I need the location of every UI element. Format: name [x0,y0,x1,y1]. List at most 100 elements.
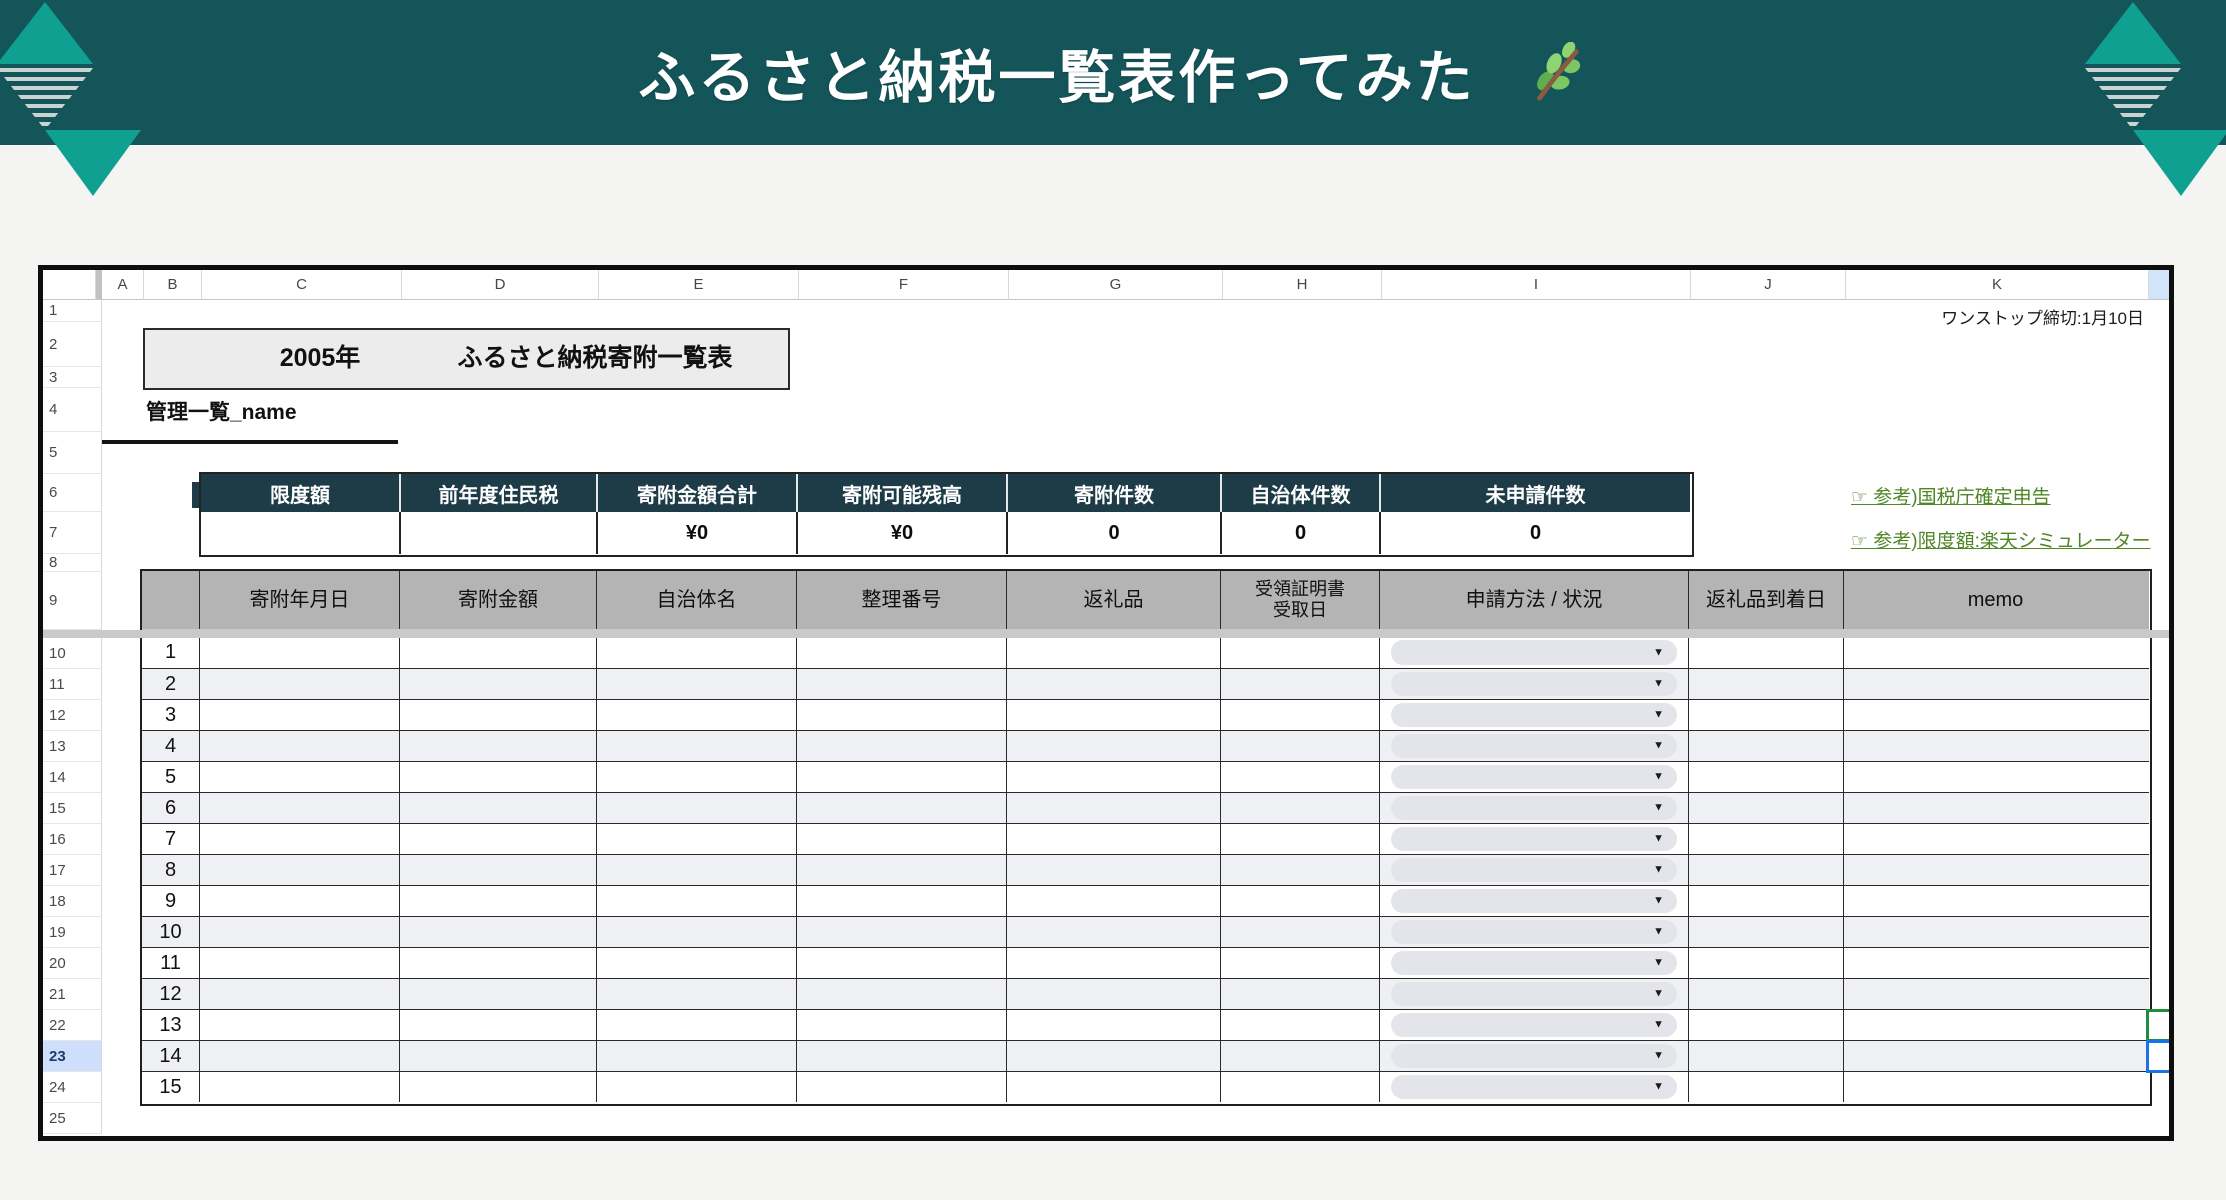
data-cell[interactable] [1221,700,1380,730]
data-cell[interactable] [797,886,1007,916]
sheet-title-cell[interactable]: 2005年 ふるさと納税寄附一覧表 [143,328,790,390]
data-cell[interactable] [597,1041,797,1071]
data-cell[interactable] [400,762,597,792]
row-header-14[interactable]: 14 [43,762,102,793]
row-header-23[interactable]: 23 [43,1041,102,1072]
data-cell[interactable] [1221,1072,1380,1102]
data-cell[interactable] [597,917,797,947]
data-cell[interactable] [1844,1072,2147,1102]
data-cell[interactable] [200,1072,400,1102]
data-cell[interactable]: ▼ [1380,824,1689,854]
column-header-D[interactable]: D [402,270,599,300]
data-cell[interactable] [1007,731,1221,761]
row-index-cell[interactable]: 11 [142,948,200,978]
status-dropdown[interactable]: ▼ [1391,889,1677,913]
data-cell[interactable] [1844,669,2147,699]
data-cell[interactable] [1007,1041,1221,1071]
data-cell[interactable] [1689,917,1844,947]
data-cell[interactable] [1221,731,1380,761]
column-header-G[interactable]: G [1009,270,1223,300]
summary-value-cell[interactable]: 0 [1008,512,1222,554]
table-column-header[interactable] [142,571,200,629]
data-cell[interactable] [597,669,797,699]
row-header-20[interactable]: 20 [43,948,102,979]
link-nta-tax-return[interactable]: ☞ 参考)国税庁確定申告 [1851,487,2051,508]
data-cell[interactable] [400,700,597,730]
data-cell[interactable] [200,762,400,792]
status-dropdown[interactable]: ▼ [1391,982,1677,1006]
data-cell[interactable] [1844,700,2147,730]
summary-value-cell[interactable] [201,512,401,554]
data-cell[interactable] [200,731,400,761]
column-header-A[interactable]: A [102,270,144,300]
status-dropdown[interactable]: ▼ [1391,672,1677,696]
summary-value-cell[interactable]: 0 [1222,512,1381,554]
data-cell[interactable] [1007,1072,1221,1102]
data-cell[interactable] [1221,1041,1380,1071]
data-cell[interactable] [200,1010,400,1040]
data-cell[interactable] [200,824,400,854]
table-column-header[interactable]: 受領証明書 受取日 [1221,571,1380,629]
data-cell[interactable] [1689,1041,1844,1071]
data-cell[interactable] [797,793,1007,823]
data-cell[interactable] [797,824,1007,854]
summary-value-cell[interactable] [401,512,598,554]
table-column-header[interactable]: 返礼品 [1007,571,1221,629]
row-header-1[interactable]: 1 [43,300,102,322]
data-cell[interactable] [400,824,597,854]
column-header-E[interactable]: E [599,270,799,300]
data-cell[interactable] [1689,669,1844,699]
data-cell[interactable] [200,1041,400,1071]
data-cell[interactable] [1221,824,1380,854]
data-cell[interactable] [1221,637,1380,668]
data-cell[interactable] [1007,824,1221,854]
data-cell[interactable] [1221,669,1380,699]
data-cell[interactable] [1689,1072,1844,1102]
row-header-2[interactable]: 2 [43,322,102,367]
row-header-17[interactable]: 17 [43,855,102,886]
data-cell[interactable] [797,731,1007,761]
row-index-cell[interactable]: 9 [142,886,200,916]
data-cell[interactable]: ▼ [1380,637,1689,668]
data-cell[interactable] [1844,979,2147,1009]
data-cell[interactable] [200,637,400,668]
data-cell[interactable] [400,917,597,947]
data-cell[interactable] [1689,979,1844,1009]
summary-value-cell[interactable]: 0 [1381,512,1690,554]
data-cell[interactable] [797,700,1007,730]
table-column-header[interactable]: 申請方法 / 状況 [1380,571,1689,629]
status-dropdown[interactable]: ▼ [1391,827,1677,851]
row-header-8[interactable]: 8 [43,554,102,572]
row-header-22[interactable]: 22 [43,1010,102,1041]
data-cell[interactable]: ▼ [1380,886,1689,916]
table-column-header[interactable]: 寄附金額 [400,571,597,629]
data-cell[interactable]: ▼ [1380,1072,1689,1102]
data-cell[interactable] [1007,886,1221,916]
data-cell[interactable] [1007,948,1221,978]
status-dropdown[interactable]: ▼ [1391,920,1677,944]
column-header-K[interactable]: K [1846,270,2149,300]
table-column-header[interactable]: 整理番号 [797,571,1007,629]
data-cell[interactable] [797,1041,1007,1071]
link-rakuten-simulator[interactable]: ☞ 参考)限度額:楽天シミュレーター [1851,531,2151,552]
data-cell[interactable] [1221,979,1380,1009]
row-header-21[interactable]: 21 [43,979,102,1010]
data-cell[interactable] [797,855,1007,885]
data-cell[interactable] [1689,855,1844,885]
data-cell[interactable]: ▼ [1380,948,1689,978]
row-index-cell[interactable]: 4 [142,731,200,761]
data-cell[interactable] [597,855,797,885]
data-cell[interactable] [1844,762,2147,792]
data-cell[interactable] [1007,917,1221,947]
summary-value-cell[interactable]: ¥0 [598,512,798,554]
data-cell[interactable] [597,824,797,854]
data-cell[interactable] [1689,637,1844,668]
data-cell[interactable] [1007,793,1221,823]
data-cell[interactable]: ▼ [1380,917,1689,947]
data-cell[interactable] [797,762,1007,792]
data-cell[interactable] [200,917,400,947]
row-header-18[interactable]: 18 [43,886,102,917]
frozen-rows-divider[interactable] [43,630,2169,638]
data-cell[interactable] [400,948,597,978]
row-header-16[interactable]: 16 [43,824,102,855]
